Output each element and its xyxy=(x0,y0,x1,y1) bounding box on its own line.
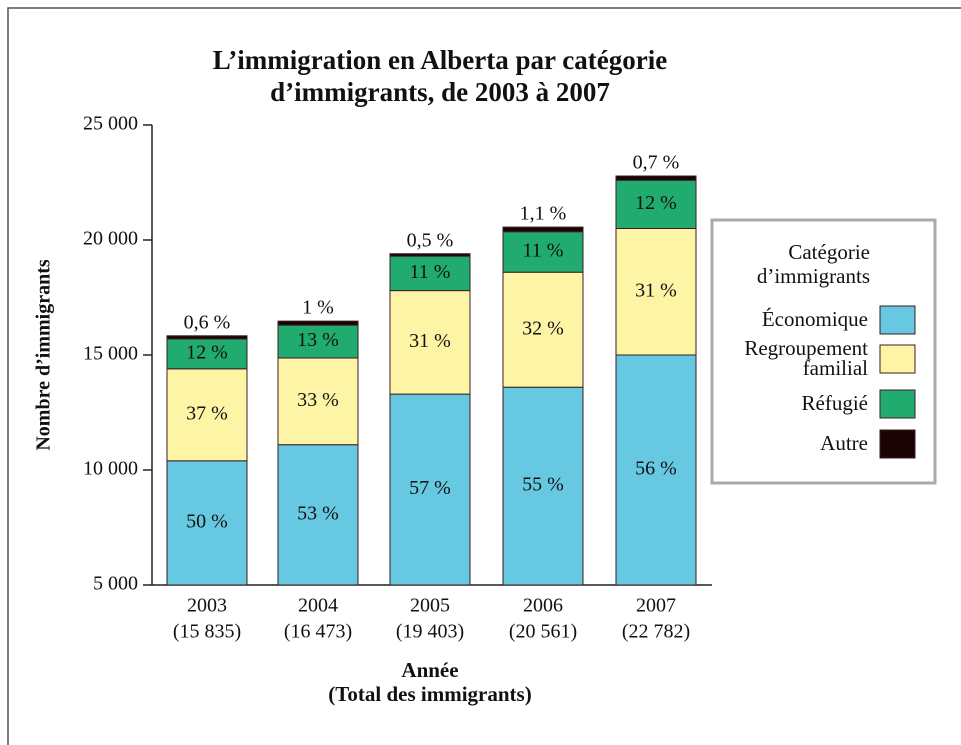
x-total-label: (20 561) xyxy=(509,621,577,643)
segment-label: 57 % xyxy=(409,477,451,499)
frame xyxy=(7,7,961,745)
x-tick-label: 2003 xyxy=(187,595,227,617)
bar-segment xyxy=(502,226,584,233)
segment-label: 37 % xyxy=(186,402,228,424)
segment-label: 53 % xyxy=(297,502,339,524)
y-tick-label: 25 000 xyxy=(83,113,138,135)
bar-segment xyxy=(615,179,697,229)
bar-segment xyxy=(502,271,584,388)
bar-segment xyxy=(277,444,359,586)
bar-segment xyxy=(277,324,359,359)
legend-swatch xyxy=(879,305,916,335)
bar-segment xyxy=(389,290,471,395)
bar-segment xyxy=(166,368,248,462)
y-tick-label: 10 000 xyxy=(83,458,138,480)
segment-label: 0,5 % xyxy=(407,229,454,251)
segment-label: 0,6 % xyxy=(184,311,231,333)
segment-label: 50 % xyxy=(186,510,228,532)
legend-swatch xyxy=(879,429,916,459)
bar-segment xyxy=(615,354,697,586)
bar-segment xyxy=(166,460,248,586)
bar-segment xyxy=(615,175,697,181)
segment-label: 12 % xyxy=(186,341,228,363)
x-total-label: (16 473) xyxy=(284,621,352,643)
bar-segment xyxy=(277,320,359,326)
bar-segment xyxy=(277,357,359,446)
segment-label: 55 % xyxy=(522,474,564,496)
x-total-label: (15 835) xyxy=(173,621,241,643)
y-tick-label: 5 000 xyxy=(93,573,138,595)
x-axis-label: Année (Total des immigrants) xyxy=(328,658,532,706)
segment-label: 31 % xyxy=(409,330,451,352)
segment-label: 31 % xyxy=(635,279,677,301)
segment-label: 13 % xyxy=(297,329,339,351)
bar-segment xyxy=(389,393,471,586)
x-tick-label: 2007 xyxy=(636,595,676,617)
x-tick-label: 2005 xyxy=(410,595,450,617)
bar-segment xyxy=(502,231,584,273)
x-total-label: (19 403) xyxy=(396,621,464,643)
y-tick-label: 15 000 xyxy=(83,343,138,365)
legend-swatch xyxy=(879,344,916,374)
x-tick-label: 2006 xyxy=(523,595,563,617)
segment-label: 11 % xyxy=(410,261,451,283)
bar-segment xyxy=(166,338,248,370)
chart-title: L’immigration en Alberta par catégorie d… xyxy=(212,45,668,107)
segment-label: 32 % xyxy=(522,317,564,339)
segment-label: 1,1 % xyxy=(520,203,567,225)
bar-segment xyxy=(389,253,471,257)
legend-label: Réfugié xyxy=(801,391,868,415)
legend-label: Regroupement familial xyxy=(744,336,868,380)
x-total-label: (22 782) xyxy=(622,621,690,643)
segment-label: 0,7 % xyxy=(633,152,680,174)
segment-label: 11 % xyxy=(523,240,564,262)
y-axis-label: Nombre d’immigrants xyxy=(33,259,55,450)
legend-label: Économique xyxy=(761,307,868,331)
x-tick-label: 2004 xyxy=(298,595,338,617)
bar-segment xyxy=(166,335,248,340)
legend-swatch xyxy=(879,389,916,419)
legend-title: Catégorie d’immigrants xyxy=(756,240,870,288)
y-tick-label: 20 000 xyxy=(83,228,138,250)
bar-segment xyxy=(389,255,471,292)
segment-label: 1 % xyxy=(302,297,334,319)
segment-label: 56 % xyxy=(635,458,677,480)
segment-label: 33 % xyxy=(297,389,339,411)
segment-label: 12 % xyxy=(635,192,677,214)
legend-label: Autre xyxy=(820,431,868,455)
